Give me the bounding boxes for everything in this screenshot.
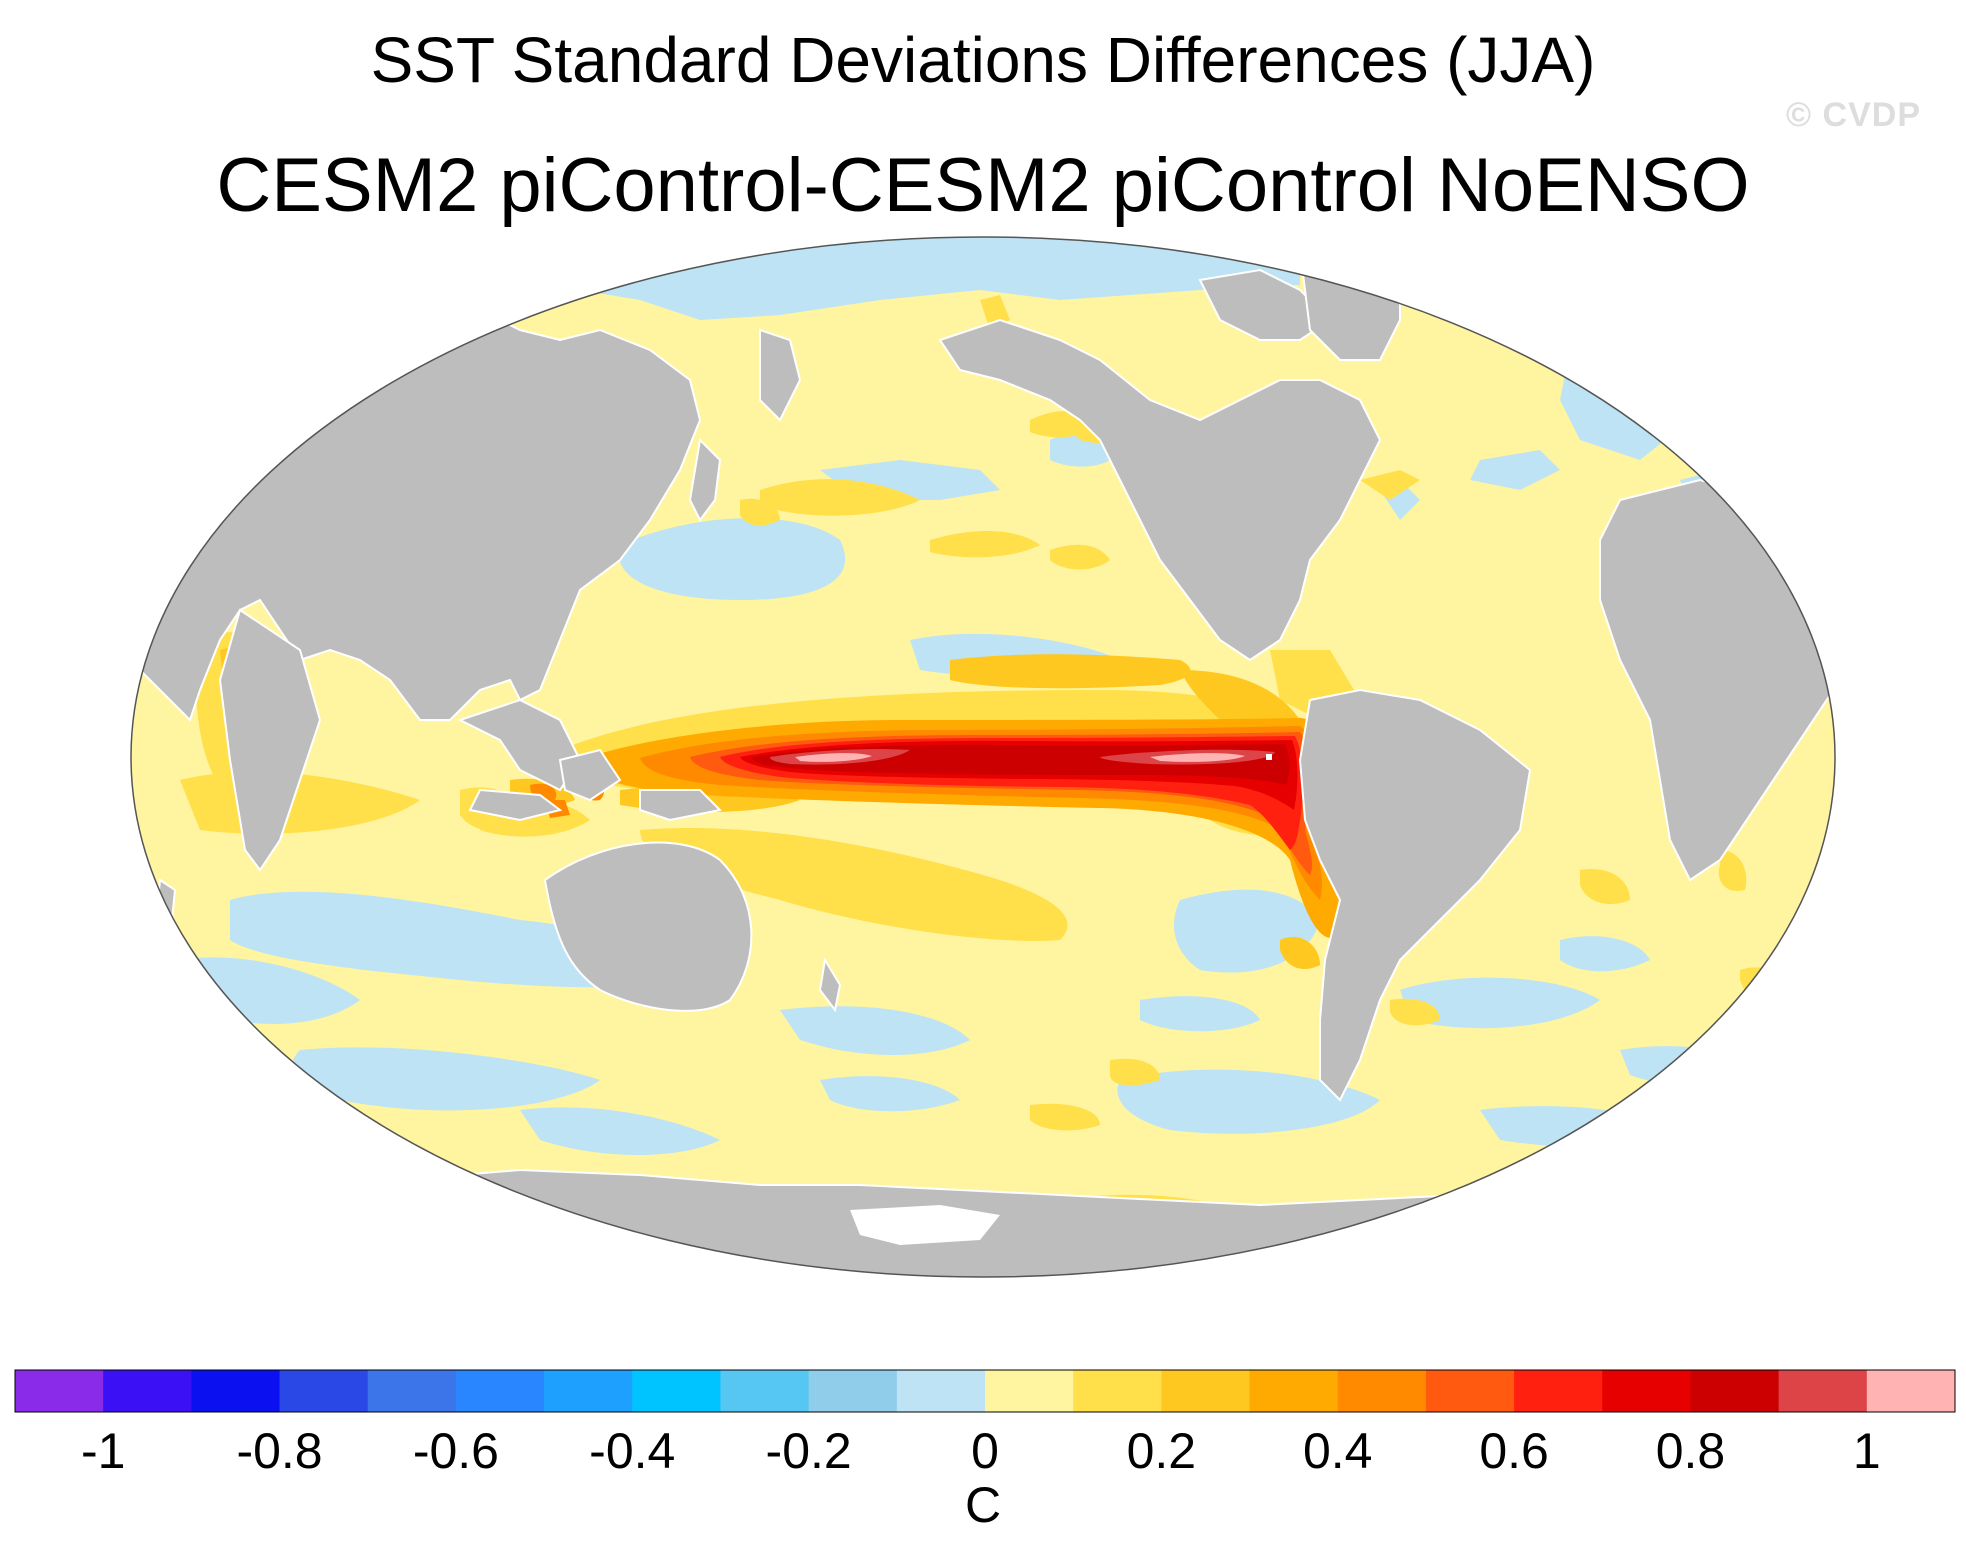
- colorbar-bin: [1161, 1370, 1251, 1412]
- colorbar-bin: [1514, 1370, 1603, 1412]
- colorbar-bin: [808, 1370, 898, 1412]
- colorbar-bin: [1778, 1370, 1868, 1412]
- colorbar-bin: [15, 1370, 104, 1412]
- colorbar-bin: [279, 1370, 369, 1412]
- colorbar-bin: [896, 1370, 986, 1412]
- landmass-indonesia: [468, 788, 563, 822]
- landmass-kamchatka: [759, 328, 802, 422]
- landmass-new-zealand: [818, 957, 842, 1013]
- colorbar-bin: [1249, 1370, 1339, 1412]
- colorbar-bin: [367, 1370, 457, 1412]
- colorbar-bin: [544, 1370, 633, 1412]
- colorbar-outline: [14, 1369, 1956, 1413]
- colorbar-bin: [1866, 1370, 1956, 1412]
- colorbar-bins: [15, 1370, 1956, 1412]
- colorbar-bin: [1073, 1370, 1162, 1412]
- landmass-north-america: [938, 318, 1382, 662]
- landmass-india: [218, 608, 322, 872]
- map-border: [130, 236, 1836, 1278]
- colorbar-bin: [632, 1370, 721, 1412]
- colorbar-bin: [455, 1370, 545, 1412]
- map-subtitle: CESM2 piControl-CESM2 piControl NoENSO: [216, 143, 1750, 228]
- cvdp-watermark: © CVDP: [1786, 96, 1921, 134]
- colorbar-bin: [985, 1370, 1074, 1412]
- landmass-south-america: [1298, 688, 1532, 1102]
- landmass-japan: [688, 437, 722, 522]
- landmass-borneo: [558, 748, 622, 802]
- enso-tongue-band: [580, 718, 1345, 939]
- landmass-new-guinea: [639, 789, 723, 822]
- colorbar-bin: [720, 1370, 810, 1412]
- weddell-sea-no-data: [850, 1205, 1000, 1245]
- colorbar-bin: [103, 1370, 192, 1412]
- colorbar-bin: [1425, 1370, 1515, 1412]
- colorbar-bin: [1690, 1370, 1780, 1412]
- landmass-australia: [543, 841, 753, 1012]
- colorbar-bin: [1337, 1370, 1427, 1412]
- map-title: SST Standard Deviations Differences (JJA…: [370, 24, 1596, 96]
- colorbar-bin: [191, 1370, 281, 1412]
- colorbar-unit-label: C: [964, 1477, 1002, 1533]
- colorbar-bin: [1602, 1370, 1691, 1412]
